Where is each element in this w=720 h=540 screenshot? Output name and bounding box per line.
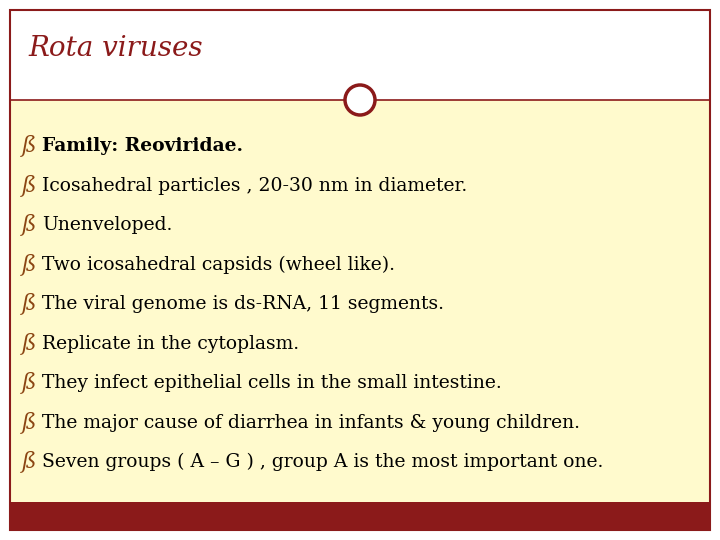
Text: They infect epithelial cells in the small intestine.: They infect epithelial cells in the smal… <box>42 374 502 392</box>
Text: ß: ß <box>22 372 37 394</box>
Text: ß: ß <box>22 293 37 315</box>
Text: Two icosahedral capsids (wheel like).: Two icosahedral capsids (wheel like). <box>42 255 395 274</box>
Text: The major cause of diarrhea in infants & young children.: The major cause of diarrhea in infants &… <box>42 414 580 431</box>
Text: Replicate in the cytoplasm.: Replicate in the cytoplasm. <box>42 335 299 353</box>
FancyBboxPatch shape <box>10 502 710 530</box>
Text: ß: ß <box>22 214 37 236</box>
Text: Rota viruses: Rota viruses <box>28 35 202 62</box>
Text: ß: ß <box>22 254 37 275</box>
Text: ß: ß <box>22 451 37 473</box>
Text: ß: ß <box>22 411 37 434</box>
Text: Unenveloped.: Unenveloped. <box>42 216 172 234</box>
Text: ß: ß <box>22 174 37 197</box>
Text: Family: Reoviridae.: Family: Reoviridae. <box>42 137 243 155</box>
FancyBboxPatch shape <box>10 100 710 502</box>
Text: Icosahedral particles , 20-30 nm in diameter.: Icosahedral particles , 20-30 nm in diam… <box>42 177 467 194</box>
FancyBboxPatch shape <box>10 0 710 100</box>
Text: The viral genome is ds-RNA, 11 segments.: The viral genome is ds-RNA, 11 segments. <box>42 295 444 313</box>
Text: Seven groups ( A – G ) , group A is the most important one.: Seven groups ( A – G ) , group A is the … <box>42 453 603 471</box>
Text: ß: ß <box>22 135 37 157</box>
Circle shape <box>345 85 375 115</box>
Text: ß: ß <box>22 333 37 355</box>
